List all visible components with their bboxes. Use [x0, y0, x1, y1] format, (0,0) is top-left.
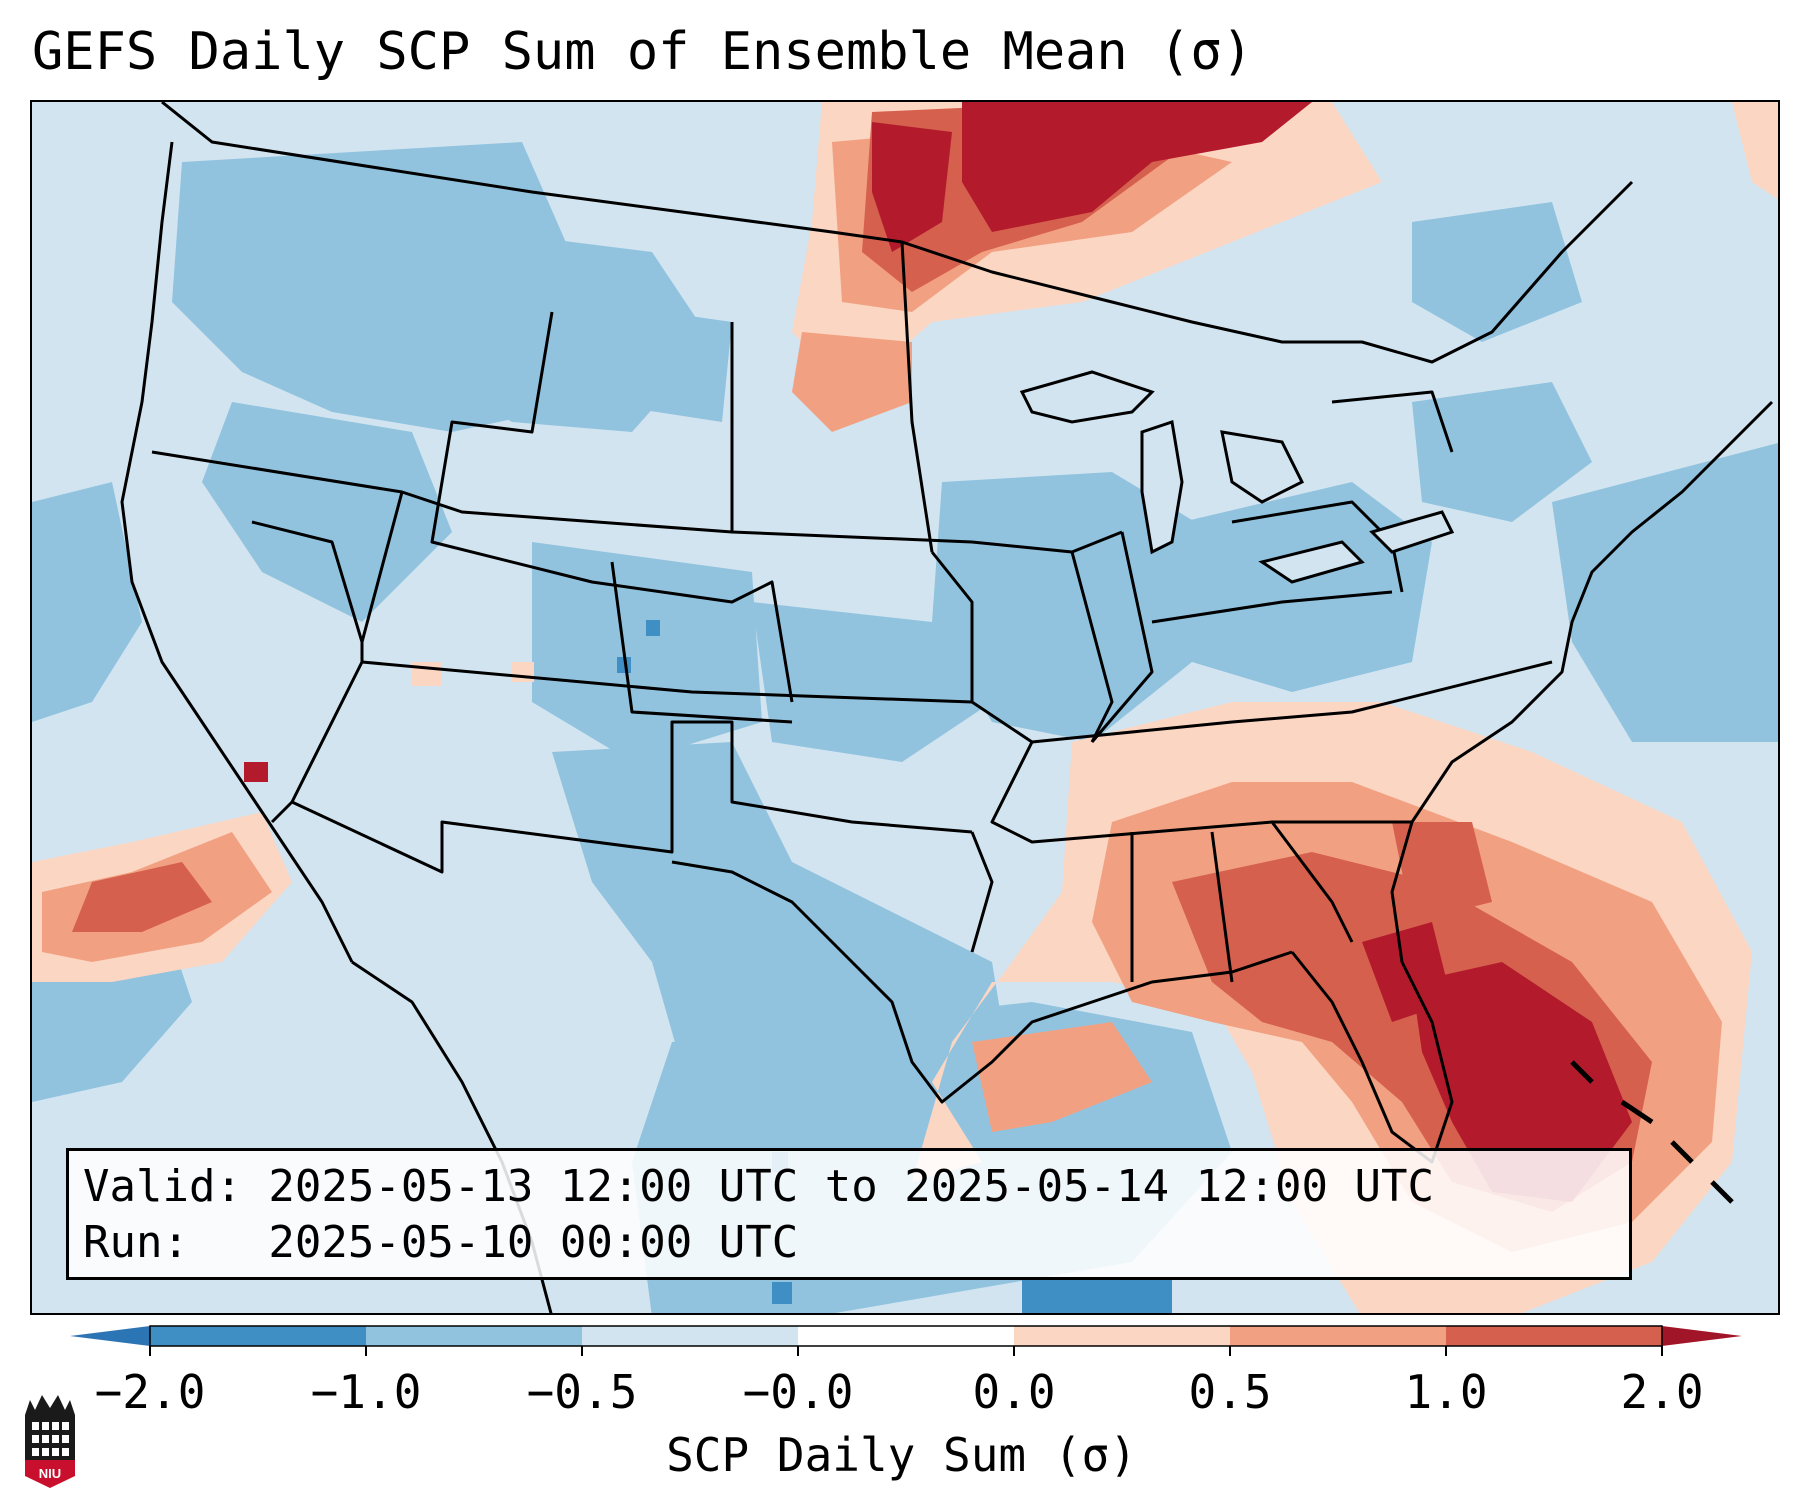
- colorbar-tick-label: 2.0: [1620, 1365, 1704, 1419]
- bahamas-islands: [1570, 1060, 1734, 1204]
- map-svg: [32, 102, 1778, 1313]
- political-boundaries: [120, 102, 1774, 1313]
- colorbar-tick-label: −2.0: [94, 1365, 206, 1419]
- valid-time-text: Valid: 2025-05-13 12:00 UTC to 2025-05-1…: [83, 1161, 1435, 1212]
- logo-text: NIU: [39, 1466, 61, 1481]
- colorbar: [70, 1325, 1742, 1356]
- colorbar-tick-label: −0.5: [526, 1365, 638, 1419]
- colorbar-tick-label: −1.0: [310, 1365, 422, 1419]
- anomaly-positive-extreme: [244, 102, 1632, 1202]
- colorbar-tick-label: 0.5: [1188, 1365, 1272, 1419]
- colorbar-bin-3: [582, 1326, 798, 1346]
- colorbar-bin-4: [798, 1326, 1014, 1346]
- colorbar-label: SCP Daily Sum (σ): [666, 1428, 1137, 1482]
- colorbar-bin-6: [1230, 1326, 1446, 1346]
- chart-title: GEFS Daily SCP Sum of Ensemble Mean (σ): [32, 22, 1253, 82]
- colorbar-tick-label: 0.0: [972, 1365, 1056, 1419]
- colorbar-bin-2: [366, 1326, 582, 1346]
- great-lakes: [1019, 370, 1455, 584]
- colorbar-bin-7: [1446, 1326, 1662, 1346]
- colorbar-tick-label: 1.0: [1404, 1365, 1488, 1419]
- colorbar-bin-5: [1014, 1326, 1230, 1346]
- colorbar-ticks: [149, 1346, 1663, 1356]
- run-time-text: Run: 2025-05-10 00:00 UTC: [83, 1217, 799, 1268]
- colorbar-tick-label: −0.0: [742, 1365, 854, 1419]
- colorbar-bin-1: [150, 1326, 366, 1346]
- valid-run-info-box: Valid: 2025-05-13 12:00 UTC to 2025-05-1…: [66, 1148, 1632, 1280]
- colorbar-extend-max: [1662, 1326, 1742, 1346]
- colorbar-extend-min: [70, 1326, 150, 1346]
- niu-logo-icon: NIU: [25, 1395, 75, 1488]
- map-panel[interactable]: [30, 100, 1780, 1315]
